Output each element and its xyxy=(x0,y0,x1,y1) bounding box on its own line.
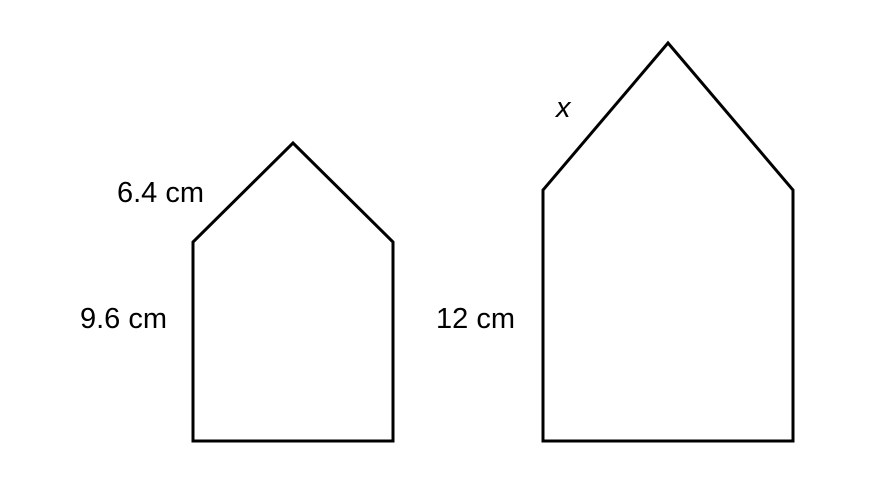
small-height-label: 9.6 cm xyxy=(80,303,167,335)
small-slant-side-label: 6.4 cm xyxy=(117,177,204,209)
small-pentagon-outline xyxy=(191,140,395,443)
large-height-label: 12 cm xyxy=(436,303,515,335)
small-pentagon: 6.4 cm 9.6 cm xyxy=(80,140,395,443)
large-slant-side-label: x xyxy=(554,92,572,124)
large-pentagon: x 12 cm xyxy=(436,40,795,443)
large-pentagon-outline xyxy=(541,40,795,443)
